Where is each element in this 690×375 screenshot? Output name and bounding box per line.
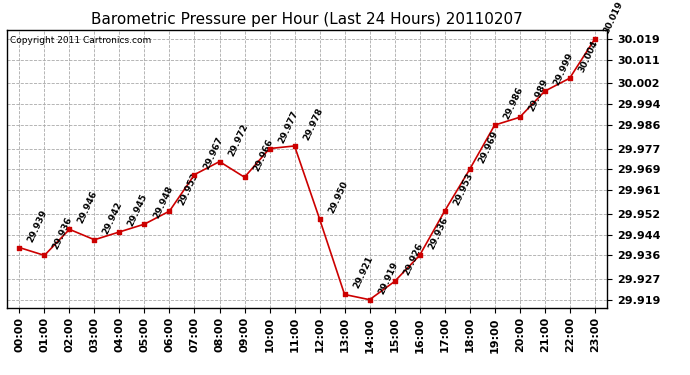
Point	[64, 226, 75, 232]
Text: Copyright 2011 Cartronics.com: Copyright 2011 Cartronics.com	[10, 36, 151, 45]
Point	[539, 88, 550, 94]
Text: 29.953: 29.953	[177, 171, 199, 207]
Point	[439, 208, 450, 214]
Text: 29.953: 29.953	[451, 171, 475, 207]
Text: 29.972: 29.972	[226, 122, 249, 158]
Text: 30.004: 30.004	[577, 39, 600, 74]
Text: 29.936: 29.936	[51, 216, 75, 251]
Point	[39, 252, 50, 258]
Point	[364, 297, 375, 303]
Point	[139, 221, 150, 227]
Point	[289, 143, 300, 149]
Text: 29.939: 29.939	[26, 208, 49, 243]
Text: 29.986: 29.986	[502, 86, 524, 121]
Point	[264, 146, 275, 152]
Text: 29.966: 29.966	[251, 138, 275, 173]
Point	[214, 159, 225, 165]
Text: 29.969: 29.969	[477, 130, 500, 165]
Text: 30.019: 30.019	[602, 0, 624, 35]
Text: 29.967: 29.967	[201, 135, 224, 171]
Point	[14, 244, 25, 250]
Point	[414, 252, 425, 258]
Text: 29.978: 29.978	[302, 106, 324, 142]
Point	[239, 174, 250, 180]
Title: Barometric Pressure per Hour (Last 24 Hours) 20110207: Barometric Pressure per Hour (Last 24 Ho…	[91, 12, 523, 27]
Point	[189, 172, 200, 178]
Text: 29.950: 29.950	[326, 180, 349, 215]
Point	[564, 75, 575, 81]
Text: 29.999: 29.999	[551, 51, 575, 87]
Text: 29.936: 29.936	[426, 216, 449, 251]
Text: 29.942: 29.942	[101, 200, 124, 236]
Text: 29.921: 29.921	[351, 255, 375, 290]
Text: 29.945: 29.945	[126, 192, 149, 228]
Point	[89, 237, 100, 243]
Point	[389, 279, 400, 285]
Text: 29.989: 29.989	[526, 78, 549, 113]
Point	[164, 208, 175, 214]
Text: 29.948: 29.948	[151, 184, 175, 220]
Text: 29.926: 29.926	[402, 242, 424, 277]
Text: 29.946: 29.946	[77, 190, 99, 225]
Point	[514, 114, 525, 120]
Point	[489, 122, 500, 128]
Text: 29.977: 29.977	[277, 109, 299, 144]
Text: 29.919: 29.919	[377, 260, 400, 296]
Point	[314, 216, 325, 222]
Point	[589, 36, 600, 42]
Point	[114, 229, 125, 235]
Point	[339, 291, 350, 297]
Point	[464, 166, 475, 172]
